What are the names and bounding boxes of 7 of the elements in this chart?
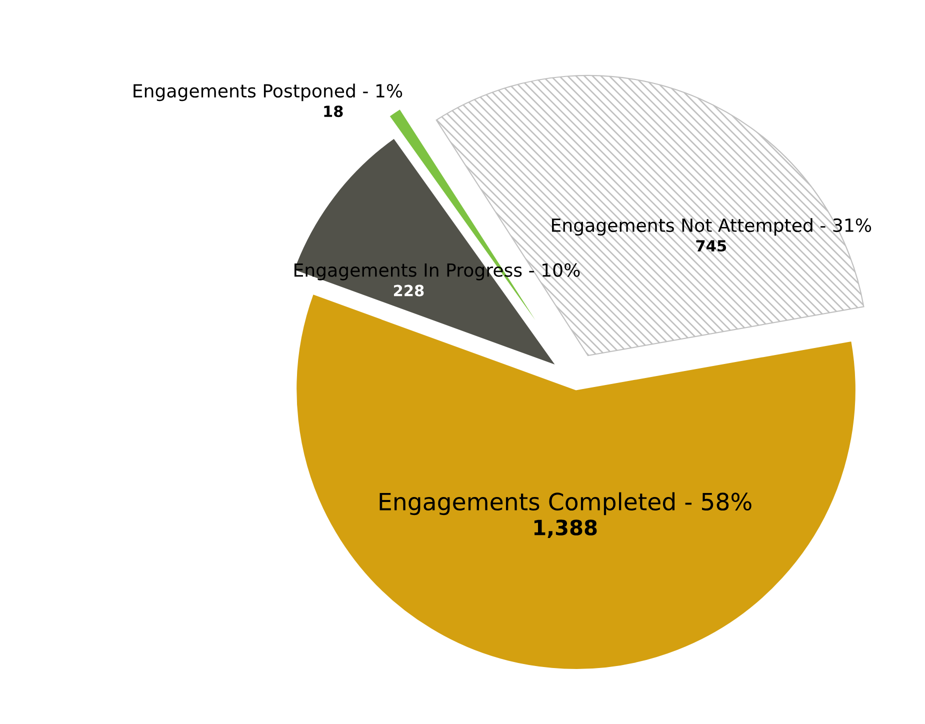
slice-label: Engagements Completed - 58% <box>380 492 752 516</box>
slice-label: Engagements Postponed - 1% <box>134 84 402 102</box>
slice-label: Engagements Not Attempted - 31% <box>552 218 872 236</box>
data-label: 228 <box>394 284 424 296</box>
data-label: 1,388 <box>534 520 597 538</box>
data-label: 745 <box>696 240 726 252</box>
data-label: 18 <box>324 106 343 118</box>
